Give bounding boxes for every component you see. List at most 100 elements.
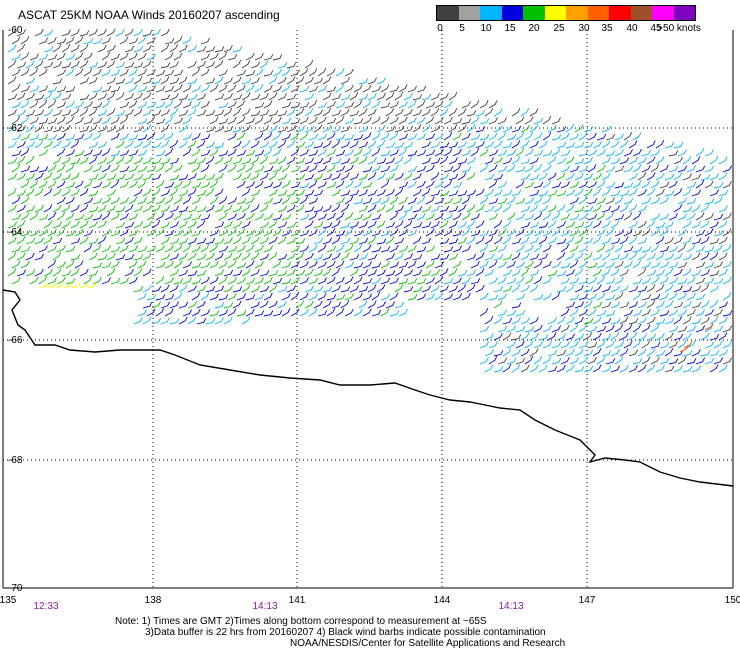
wind-barb	[637, 188, 647, 197]
wind-barb	[52, 251, 62, 261]
wind-barb	[200, 149, 211, 157]
wind-barb	[493, 204, 503, 213]
wind-barb	[20, 165, 31, 173]
wind-barb	[664, 173, 675, 181]
wind-barb	[533, 196, 543, 205]
wind-barb	[502, 157, 513, 165]
wind-barb	[425, 245, 436, 253]
wind-barb	[70, 28, 80, 37]
wind-barb	[542, 276, 552, 285]
wind-barb	[56, 116, 66, 125]
wind-barb	[637, 333, 648, 341]
wind-barb	[335, 101, 346, 109]
wind-barb	[511, 155, 521, 165]
wind-barb	[259, 236, 269, 245]
wind-barb	[142, 157, 152, 165]
wind-barb	[704, 341, 715, 349]
legend-swatch	[501, 6, 523, 20]
wind-barb	[340, 222, 351, 229]
wind-barb	[497, 131, 507, 141]
wind-barb	[682, 350, 693, 357]
wind-barb	[641, 261, 652, 269]
wind-barb	[718, 268, 728, 277]
wind-barb	[371, 116, 381, 125]
wind-barb	[335, 260, 345, 269]
wind-barb	[565, 333, 576, 341]
wind-barb	[610, 285, 620, 293]
wind-barb	[632, 339, 642, 349]
wind-barb	[637, 252, 647, 261]
wind-barb	[7, 93, 18, 101]
wind-barb	[623, 260, 633, 269]
wind-barb	[151, 188, 161, 197]
wind-barb	[605, 244, 615, 253]
wind-barb	[502, 203, 512, 213]
legend-swatch	[566, 6, 588, 20]
wind-barb	[488, 245, 499, 253]
wind-barb	[448, 268, 458, 277]
wind-barb	[619, 332, 629, 341]
wind-barb	[11, 68, 21, 77]
wind-barb	[308, 133, 319, 141]
wind-barb	[340, 237, 351, 245]
wind-barb	[592, 284, 602, 293]
wind-barb	[560, 341, 570, 349]
wind-barb	[196, 140, 206, 149]
wind-barb	[538, 140, 548, 149]
wind-barb	[128, 37, 139, 45]
wind-barb	[380, 116, 390, 125]
wind-barb	[313, 142, 324, 149]
wind-barb	[623, 182, 634, 189]
wind-barb	[704, 165, 715, 173]
wind-barb	[128, 134, 139, 141]
wind-barb	[65, 53, 76, 61]
wind-barb	[542, 244, 552, 253]
wind-barb	[34, 60, 44, 69]
wind-barb	[664, 190, 675, 197]
wind-barb	[223, 285, 234, 293]
wind-barb	[299, 195, 309, 205]
wind-barb	[160, 157, 171, 165]
wind-barb	[92, 68, 102, 77]
wind-barb	[317, 227, 327, 237]
wind-barb	[259, 204, 269, 213]
wind-barb	[511, 268, 521, 277]
wind-barb	[695, 179, 705, 189]
latitude-label: -60	[8, 25, 23, 36]
wind-barb	[250, 140, 260, 149]
wind-barb	[268, 140, 278, 149]
wind-barb	[673, 171, 683, 181]
wind-barb	[533, 276, 543, 285]
wind-barb	[592, 301, 603, 309]
wind-barb	[655, 156, 665, 165]
wind-barb	[430, 253, 441, 261]
wind-barb	[209, 52, 219, 61]
wind-barb	[430, 269, 441, 277]
wind-barb	[335, 276, 345, 285]
wind-barb	[335, 212, 345, 221]
longitude-label: 141	[289, 595, 306, 606]
wind-barb	[344, 195, 354, 205]
wind-barb	[673, 365, 683, 373]
wind-barb	[146, 196, 156, 205]
wind-barb	[362, 84, 372, 93]
wind-barb	[614, 214, 625, 221]
wind-barb	[254, 116, 264, 125]
wind-barb	[551, 357, 562, 365]
wind-barb	[187, 220, 197, 229]
wind-barb	[65, 245, 76, 253]
wind-barb	[92, 102, 103, 109]
wind-barb	[160, 62, 171, 69]
wind-barb	[317, 310, 328, 317]
wind-barb	[223, 107, 233, 117]
wind-barb	[353, 118, 364, 125]
wind-barb	[610, 205, 620, 213]
wind-barb	[331, 267, 341, 277]
wind-barb	[79, 188, 89, 197]
wind-barb	[155, 197, 166, 205]
wind-barb	[11, 150, 22, 157]
wind-barb	[25, 60, 35, 69]
wind-barb	[286, 222, 297, 229]
wind-barb	[7, 76, 17, 85]
